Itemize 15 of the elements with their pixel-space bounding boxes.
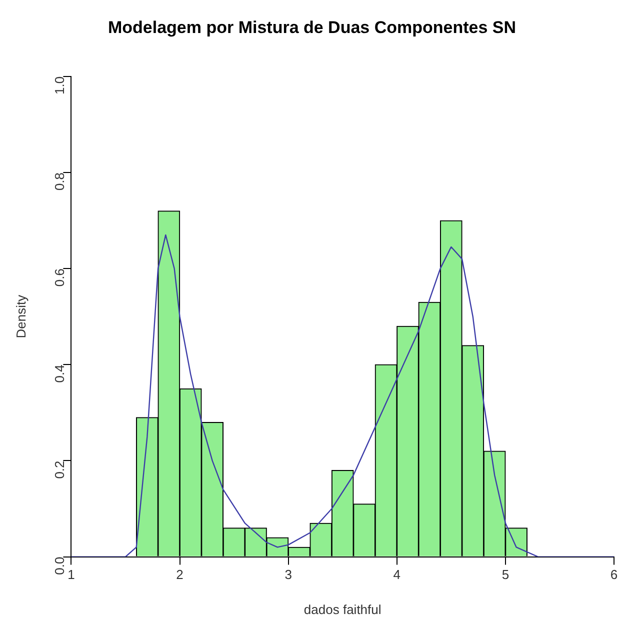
- chart-title: Modelagem por Mistura de Duas Componentes SN: [108, 18, 516, 37]
- x-tick-label: 2: [176, 567, 184, 582]
- x-tick-label: 6: [610, 567, 618, 582]
- y-tick-label: 1.0: [52, 76, 67, 94]
- y-tick-label: 0.8: [52, 172, 67, 191]
- x-tick-label: 1: [68, 567, 75, 582]
- x-axis-title: dados faithful: [304, 602, 382, 617]
- x-tick-label: 4: [393, 567, 400, 582]
- y-tick-label: 0.2: [52, 460, 67, 479]
- y-axis-title: Density: [13, 294, 28, 338]
- y-tick-label: 0.0: [52, 556, 67, 575]
- y-tick-label: 0.6: [52, 268, 67, 287]
- y-tick-label: 0.4: [52, 364, 67, 383]
- x-tick-label: 3: [284, 567, 292, 582]
- x-tick-label: 5: [502, 567, 510, 582]
